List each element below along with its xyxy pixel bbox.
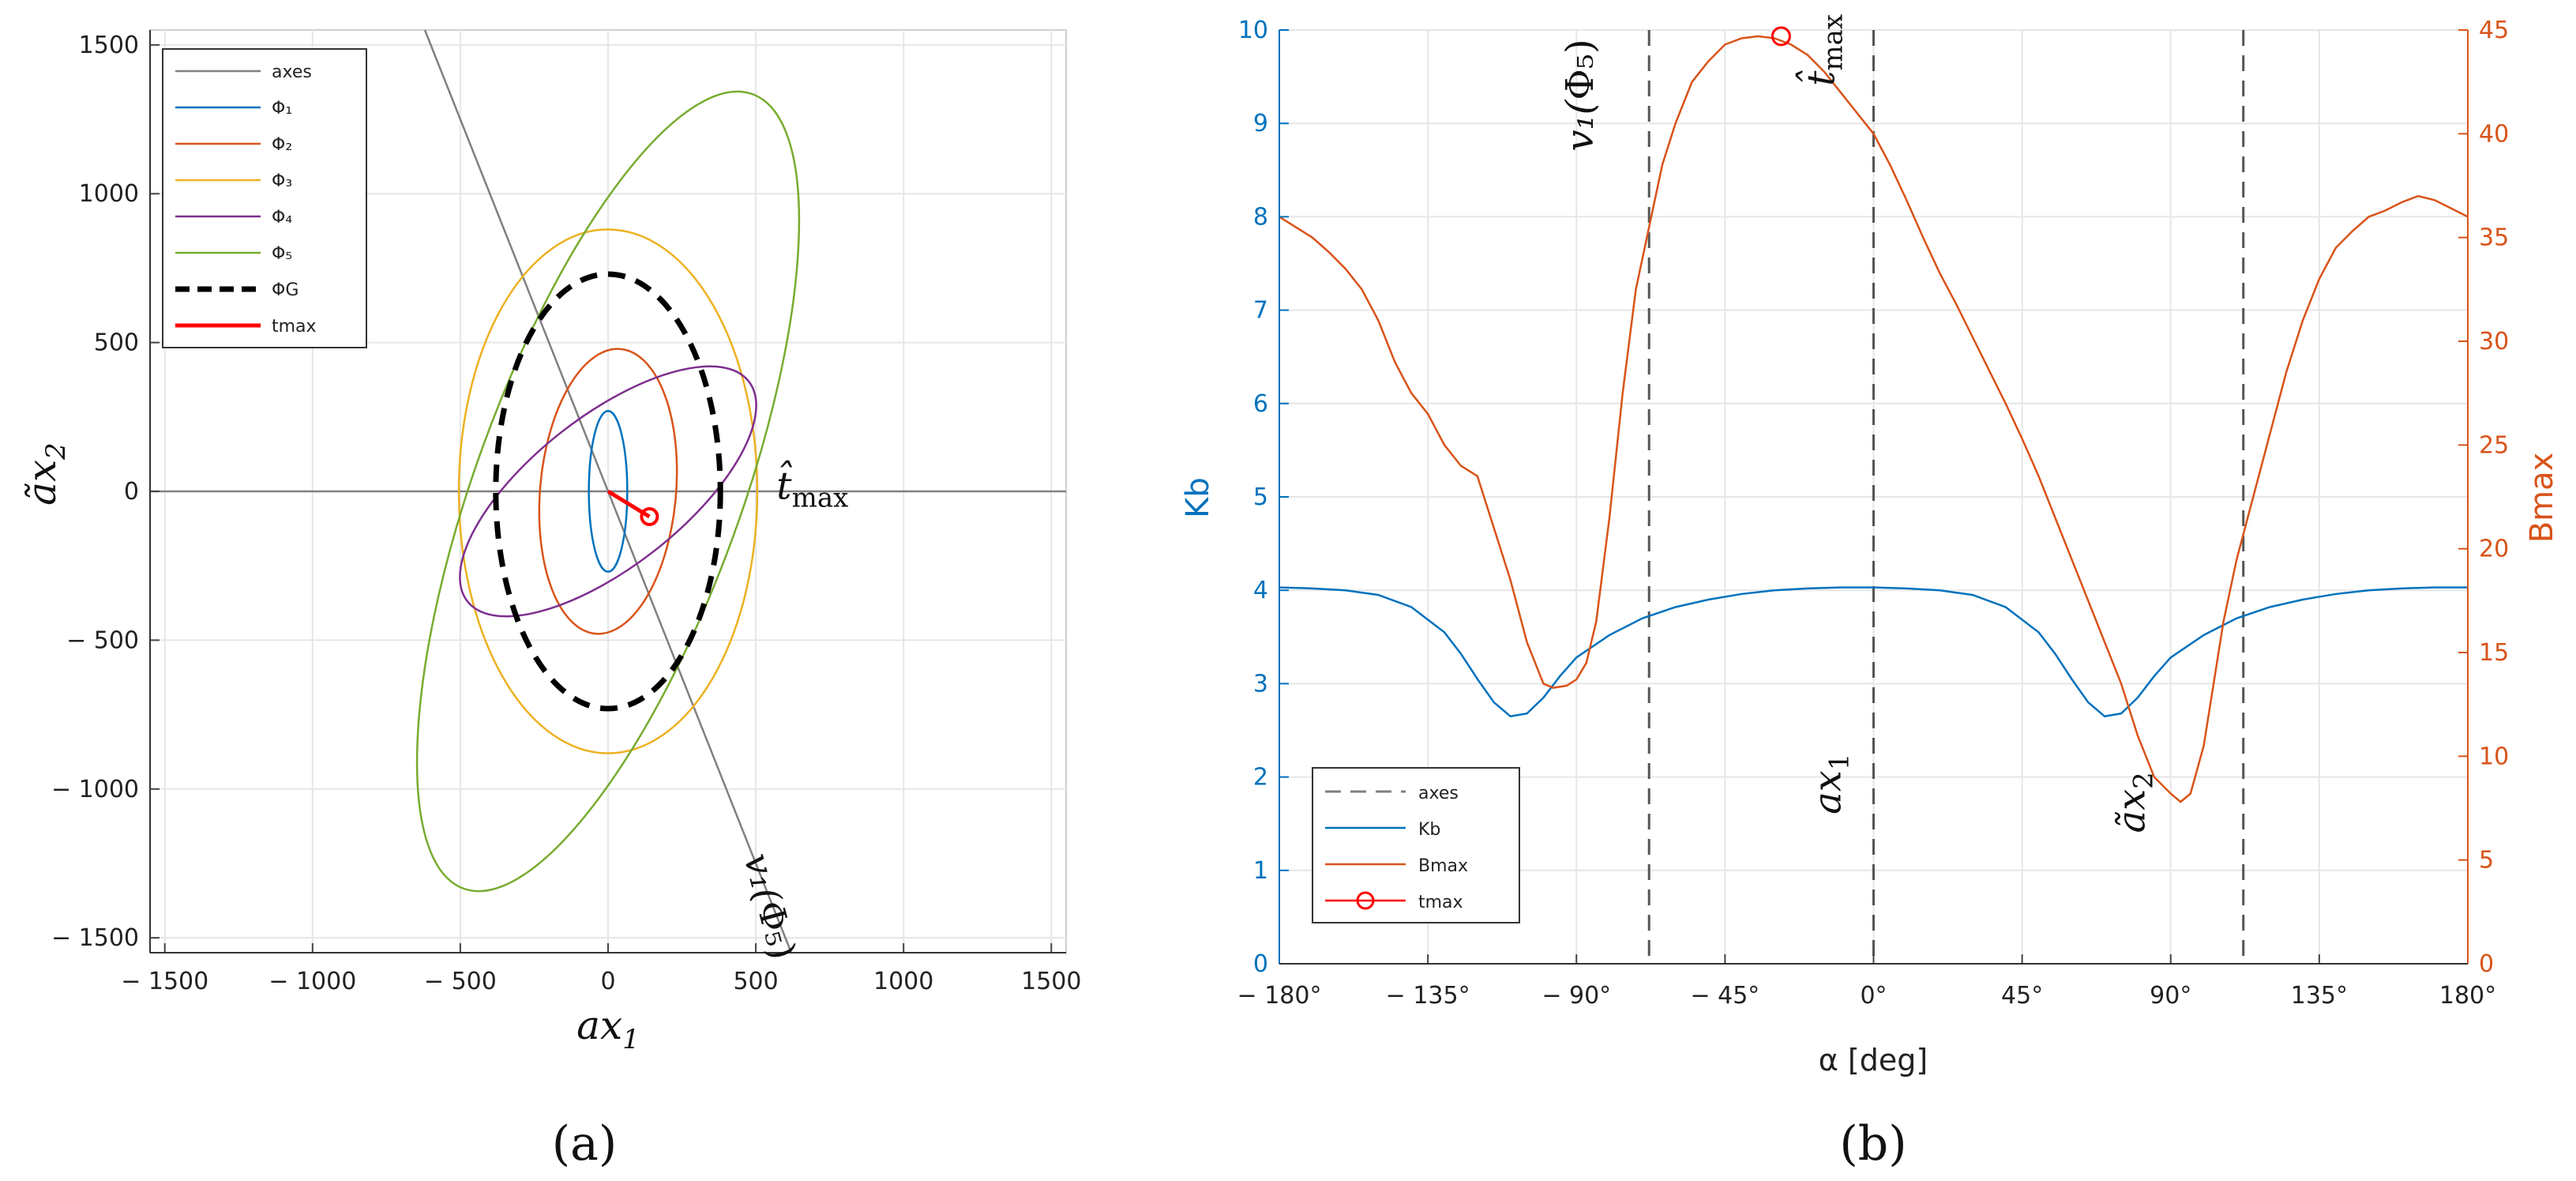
series-bmax-line-b: [1279, 35, 2469, 803]
panel-b: − 180° − 135° − 90° − 45° 0° 45° 90° 135° 180° 0 1…: [1180, 14, 2560, 1172]
tick-label-x-b: 0°: [1860, 982, 1887, 1010]
ellipse-Φ₃: [457, 228, 759, 754]
tick-label-y-a: 1500: [79, 32, 139, 59]
tick-label-x-b: 135°: [2291, 982, 2348, 1010]
tick-label-x-b: 180°: [2439, 982, 2496, 1010]
tick-label-y-left-b: 6: [1253, 390, 1268, 418]
tick-label-y-right-b: 0: [2479, 950, 2494, 978]
tick-label-y-right-b: 5: [2479, 847, 2494, 874]
legend-label-a: Φ₃: [272, 171, 292, 191]
legend-box-a: [162, 48, 367, 348]
annotation-tmax-a: t̂max: [776, 460, 848, 513]
legend-label-b: axes: [1418, 784, 1459, 803]
series-a: [150, 29, 1066, 953]
legend-label-a: Φ₁: [272, 99, 292, 118]
legend-label-a: tmax: [272, 317, 317, 337]
ellipse-Φ₁: [588, 410, 629, 573]
tick-label-x-b: 45°: [2001, 982, 2043, 1010]
tick-label-x-a: − 500: [424, 968, 497, 995]
tick-label-y-a: 0: [124, 478, 139, 506]
tmax-marker-b: [1771, 26, 1791, 47]
annotation-ax1-b: ax1: [1806, 754, 1856, 814]
tick-label-y-right-b: 20: [2479, 536, 2509, 563]
annotation-tmax-b: t̂max: [1795, 14, 1849, 86]
tick-label-y-a: − 1000: [51, 776, 139, 803]
ellipse-Φ₄: [459, 365, 757, 618]
tick-label-y-left-b: 5: [1253, 483, 1268, 511]
tick-label-y-right-b: 45: [2479, 17, 2509, 44]
tick-label-x-b: − 135°: [1386, 982, 1470, 1010]
legend-label-a: Φ₅: [272, 244, 292, 264]
x-axis-label-a: ax1: [576, 1002, 640, 1055]
annotation-ax2-b: ãx2: [2109, 772, 2159, 833]
legend-label-b: Kb: [1418, 820, 1440, 840]
tick-label-x-a: 500: [733, 968, 778, 995]
tick-label-x-a: 1500: [1021, 968, 1081, 995]
tick-label-y-right-b: 10: [2479, 743, 2509, 770]
series-b: [1279, 26, 2469, 964]
legend-b: axes Kb Bmax tmax: [1312, 767, 1520, 923]
panel-label-a: (a): [552, 1116, 618, 1172]
y-axis-label-left-b: Kb: [1180, 477, 1216, 518]
tick-label-y-left-b: 3: [1253, 670, 1268, 698]
tick-label-x-a: − 1000: [268, 968, 356, 995]
series-kb-line-b: [1279, 586, 2468, 718]
ellipse-ΦG: [493, 271, 723, 712]
tick-label-y-a: 500: [94, 329, 139, 357]
tick-label-x-b: − 180°: [1237, 982, 1322, 1010]
tick-label-x-a: 0: [600, 968, 615, 995]
tick-label-y-a: − 1500: [51, 924, 139, 952]
legend-label-a: ΦG: [272, 280, 299, 300]
tick-label-y-right-b: 40: [2479, 120, 2509, 148]
ellipse-Φ₂: [538, 348, 678, 635]
legend-box-b: [1312, 767, 1520, 923]
legend-a: axes Φ₁ Φ₂ Φ₃ Φ₄ Φ₅ ΦG tmax: [162, 48, 367, 348]
tick-label-x-b: − 90°: [1541, 982, 1611, 1010]
x-axis-label-b: α [deg]: [1819, 1043, 1928, 1078]
legend-label-b: Bmax: [1418, 856, 1468, 876]
tick-label-y-right-b: 15: [2479, 639, 2509, 667]
tick-label-y-left-b: 10: [1238, 17, 1268, 44]
y-axis-label-a: ãx2: [19, 442, 72, 506]
y-axis-label-right-b: Bmax: [2524, 453, 2560, 543]
tick-label-x-a: − 1500: [121, 968, 208, 995]
tick-label-x-a: 1000: [873, 968, 933, 995]
legend-label-a: axes: [272, 62, 312, 82]
tick-label-y-right-b: 25: [2479, 431, 2509, 459]
annotation-v1-phi5-b: v₁(Φ₅): [1558, 39, 1602, 151]
tick-label-x-b: 90°: [2150, 982, 2191, 1010]
ticks-b: − 180° − 135° − 90° − 45° 0° 45° 90° 135° 180° 0 1…: [1237, 17, 2510, 1010]
panel-a: − 1500 − 1000 − 500 0 500 1000 1500 − 1500 − 100…: [19, 29, 1081, 1172]
tmax-marker-a: [640, 507, 659, 527]
tick-label-y-a: 1000: [79, 180, 139, 208]
tick-label-y-right-b: 35: [2479, 224, 2509, 252]
ticks-a: − 1500 − 1000 − 500 0 500 1000 1500 − 1500 − 100…: [51, 30, 1081, 995]
tick-label-y-left-b: 2: [1253, 764, 1268, 792]
tick-label-y-left-b: 7: [1253, 297, 1268, 325]
ellipse-Φ₅: [415, 90, 801, 893]
legend-label-a: Φ₄: [272, 208, 292, 228]
tick-label-y-left-b: 4: [1253, 577, 1268, 604]
tick-label-x-b: − 45°: [1690, 982, 1759, 1010]
panel-label-b: (b): [1839, 1116, 1906, 1172]
tick-label-y-left-b: 0: [1253, 950, 1268, 978]
legend-label-a: Φ₂: [272, 135, 292, 155]
tick-label-y-left-b: 9: [1253, 110, 1268, 137]
tick-label-y-right-b: 30: [2479, 328, 2509, 355]
tick-label-y-left-b: 8: [1253, 203, 1268, 231]
legend-label-b: tmax: [1418, 893, 1463, 912]
tick-label-y-left-b: 1: [1253, 857, 1268, 885]
tick-label-y-a: − 500: [66, 626, 139, 654]
legend-marker-b: [1356, 891, 1375, 910]
